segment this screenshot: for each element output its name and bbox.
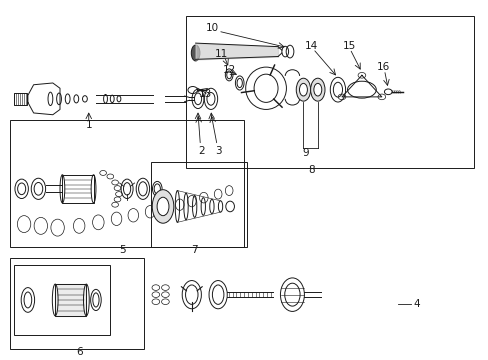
Ellipse shape xyxy=(310,78,325,101)
Ellipse shape xyxy=(152,190,173,223)
Text: 13: 13 xyxy=(198,89,211,99)
Text: 5: 5 xyxy=(119,245,125,255)
Text: 1: 1 xyxy=(85,120,92,130)
Bar xyxy=(55,284,86,316)
Bar xyxy=(10,258,143,349)
Bar xyxy=(151,162,246,247)
Text: 2: 2 xyxy=(198,146,204,156)
Text: 12: 12 xyxy=(222,64,235,75)
Ellipse shape xyxy=(313,84,321,96)
Bar xyxy=(10,120,244,247)
Text: 14: 14 xyxy=(305,41,318,51)
Ellipse shape xyxy=(296,78,310,101)
Ellipse shape xyxy=(157,197,169,216)
Text: 10: 10 xyxy=(205,23,218,33)
Text: 3: 3 xyxy=(214,146,221,156)
Text: 11: 11 xyxy=(214,49,228,59)
Text: 15: 15 xyxy=(343,41,356,51)
Bar xyxy=(185,16,472,168)
Text: 8: 8 xyxy=(307,166,314,175)
Bar xyxy=(15,265,110,335)
Bar xyxy=(62,175,93,203)
Text: 16: 16 xyxy=(376,62,389,72)
Text: 7: 7 xyxy=(190,245,197,255)
Text: 9: 9 xyxy=(302,148,308,158)
Text: 4: 4 xyxy=(413,299,420,309)
Ellipse shape xyxy=(191,45,200,61)
Ellipse shape xyxy=(299,84,307,96)
Bar xyxy=(14,93,27,104)
Text: 6: 6 xyxy=(76,347,82,357)
